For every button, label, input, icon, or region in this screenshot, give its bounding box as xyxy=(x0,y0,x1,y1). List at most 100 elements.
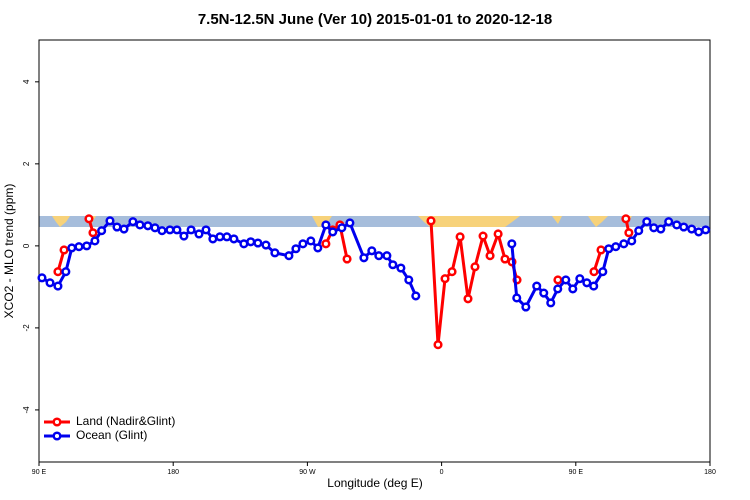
point xyxy=(470,262,480,272)
point xyxy=(61,267,71,277)
y-tick-label: -4 xyxy=(22,406,31,414)
point xyxy=(553,275,563,285)
x-tick-label: 90 W xyxy=(299,469,316,476)
point xyxy=(45,278,55,288)
legend-label: Land (Nadir&Glint) xyxy=(76,414,175,428)
point xyxy=(624,228,634,238)
y-tick-label: 0 xyxy=(22,243,31,248)
point xyxy=(411,291,421,301)
land-patch xyxy=(552,216,562,224)
land-patch xyxy=(588,216,608,227)
point xyxy=(642,217,652,227)
land-patch xyxy=(312,216,332,227)
point xyxy=(321,220,331,230)
y-tick-label: 4 xyxy=(22,79,31,84)
point xyxy=(112,222,122,232)
point xyxy=(447,267,457,277)
legend-label: Ocean (Glint) xyxy=(76,428,147,442)
point xyxy=(611,242,621,252)
y-tick-label: 2 xyxy=(22,161,31,166)
point xyxy=(500,254,510,264)
point xyxy=(433,340,443,350)
point xyxy=(150,223,160,233)
point xyxy=(582,278,592,288)
point xyxy=(306,236,316,246)
point xyxy=(246,237,256,247)
point xyxy=(105,216,115,226)
point xyxy=(291,244,301,254)
point xyxy=(493,229,503,239)
point xyxy=(463,294,473,304)
point xyxy=(596,245,606,255)
point xyxy=(485,251,495,261)
point xyxy=(455,232,465,242)
point xyxy=(337,223,347,233)
point xyxy=(621,214,631,224)
point xyxy=(119,224,129,234)
point xyxy=(507,239,517,249)
y-axis-label: XCO2 - MLO trend (ppm) xyxy=(2,184,16,319)
point xyxy=(135,220,145,230)
point xyxy=(37,273,47,283)
plot-frame xyxy=(38,39,711,463)
point xyxy=(672,220,682,230)
point xyxy=(553,284,563,294)
chart-title: 7.5N-12.5N June (Ver 10) 2015-01-01 to 2… xyxy=(198,11,552,28)
x-tick-label: 90 E xyxy=(32,469,47,476)
point xyxy=(426,216,436,226)
point xyxy=(679,222,689,232)
point xyxy=(342,254,352,264)
point xyxy=(284,251,294,261)
point xyxy=(589,267,599,277)
point xyxy=(143,221,153,231)
point xyxy=(664,217,674,227)
point xyxy=(84,214,94,224)
x-tick-label: 90 E xyxy=(569,469,584,476)
point xyxy=(298,239,308,249)
point xyxy=(53,267,63,277)
point xyxy=(649,223,659,233)
point xyxy=(478,231,488,241)
point xyxy=(179,231,189,241)
point xyxy=(404,275,414,285)
point xyxy=(67,243,77,253)
point xyxy=(165,225,175,235)
point xyxy=(328,227,338,237)
point xyxy=(575,274,585,284)
point xyxy=(90,236,100,246)
point xyxy=(253,238,263,248)
series-line xyxy=(41,218,707,310)
point xyxy=(321,239,331,249)
point xyxy=(382,251,392,261)
point xyxy=(261,240,271,250)
point xyxy=(345,218,355,228)
point xyxy=(656,224,666,234)
point xyxy=(128,217,138,227)
x-axis-label: Longitude (deg E) xyxy=(327,476,422,490)
point xyxy=(619,239,629,249)
point xyxy=(546,298,556,308)
x-tick-label: 0 xyxy=(440,469,444,476)
point xyxy=(222,232,232,242)
point xyxy=(512,293,522,303)
point xyxy=(186,225,196,235)
point xyxy=(229,234,239,244)
point xyxy=(367,246,377,256)
point xyxy=(598,267,608,277)
point xyxy=(374,251,384,261)
point xyxy=(694,227,704,237)
point xyxy=(589,281,599,291)
x-tick-label: 180 xyxy=(167,469,179,476)
land-patch xyxy=(418,216,520,227)
point xyxy=(359,253,369,263)
point xyxy=(74,242,84,252)
point xyxy=(568,284,578,294)
point xyxy=(215,232,225,242)
x-tick-label: 180 xyxy=(704,469,716,476)
point xyxy=(604,244,614,254)
point xyxy=(53,281,63,291)
legend-marker xyxy=(52,431,62,441)
point xyxy=(440,274,450,284)
